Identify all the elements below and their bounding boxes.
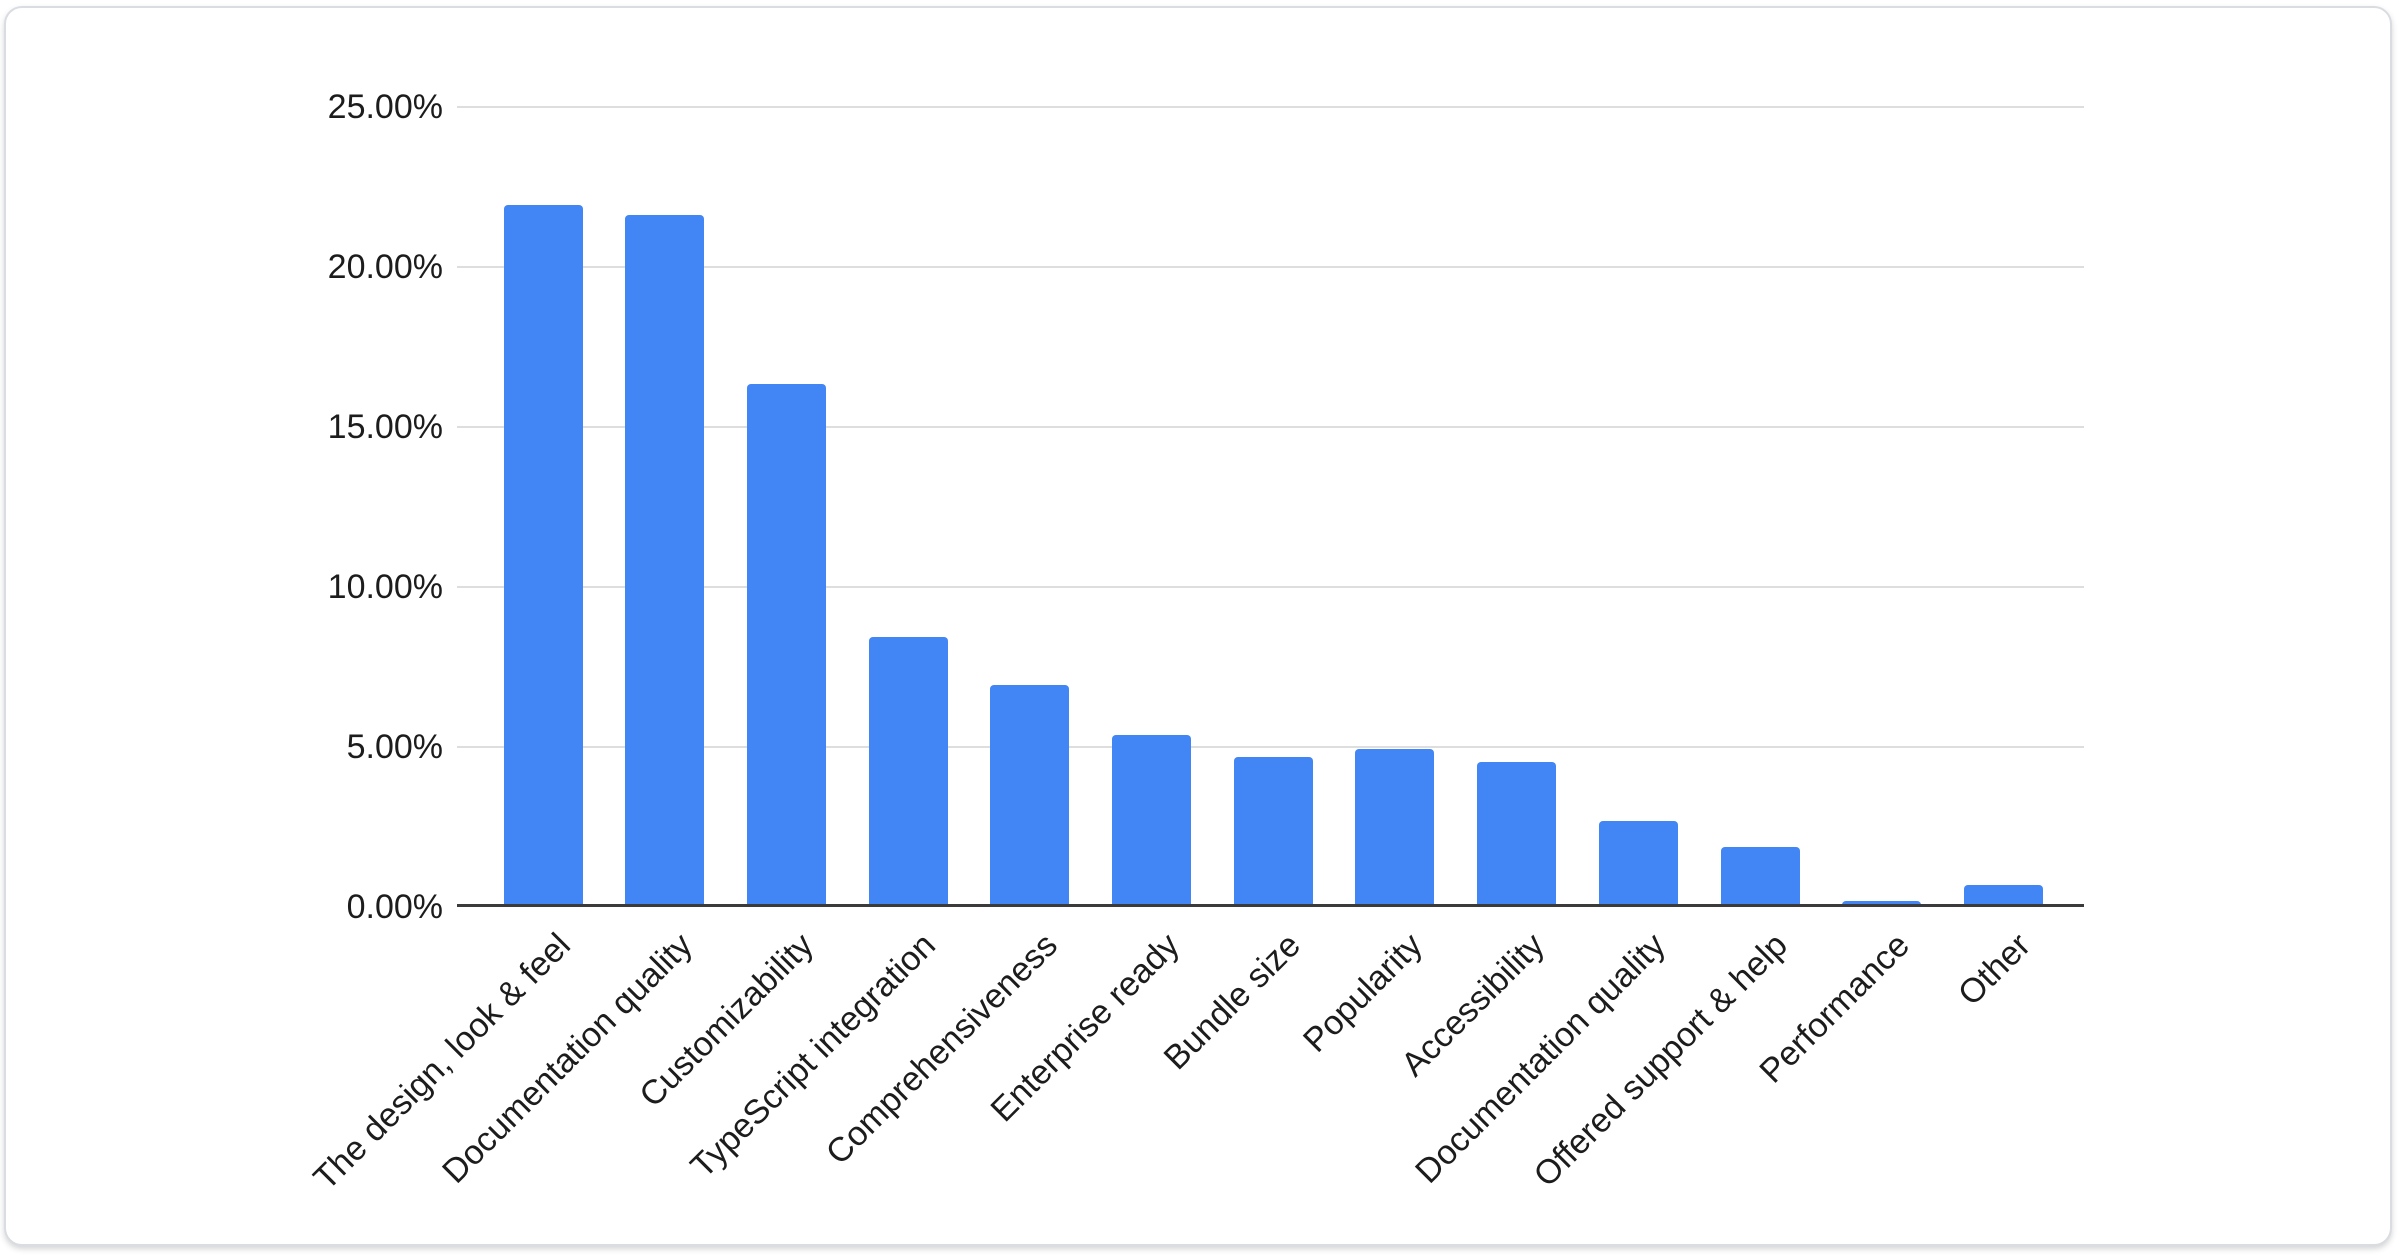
y-axis-tick-label: 20.00% xyxy=(327,248,443,286)
gridline xyxy=(457,586,2084,588)
plot-area: 25.00% 20.00% 15.00% 10.00% 5.00% 0.00% The d… xyxy=(6,8,2390,1244)
y-axis-tick-label: 25.00% xyxy=(327,88,443,126)
bar[interactable] xyxy=(1477,762,1556,906)
y-axis-tick-label: 5.00% xyxy=(346,728,443,766)
y-axis-tick-label: 15.00% xyxy=(327,408,443,446)
bar[interactable] xyxy=(869,637,948,906)
bar[interactable] xyxy=(747,384,826,906)
bar[interactable] xyxy=(990,685,1069,906)
bar[interactable] xyxy=(1112,735,1191,906)
bar[interactable] xyxy=(1599,821,1678,906)
y-axis-tick-label: 0.00% xyxy=(346,888,443,926)
bar[interactable] xyxy=(1355,749,1434,906)
x-axis-label: The design, look & feel xyxy=(306,926,578,1198)
bar[interactable] xyxy=(625,215,704,906)
gridline xyxy=(457,426,2084,428)
x-axis-line xyxy=(457,904,2084,907)
bar[interactable] xyxy=(504,205,583,906)
bar[interactable] xyxy=(1721,847,1800,906)
bar[interactable] xyxy=(1234,757,1313,906)
y-axis-tick-label: 10.00% xyxy=(327,568,443,606)
gridline xyxy=(457,106,2084,108)
bar[interactable] xyxy=(1842,901,1921,906)
bar[interactable] xyxy=(1964,885,2043,906)
gridline xyxy=(457,266,2084,268)
chart-card: 25.00% 20.00% 15.00% 10.00% 5.00% 0.00% The d… xyxy=(4,6,2392,1246)
gridline xyxy=(457,746,2084,748)
